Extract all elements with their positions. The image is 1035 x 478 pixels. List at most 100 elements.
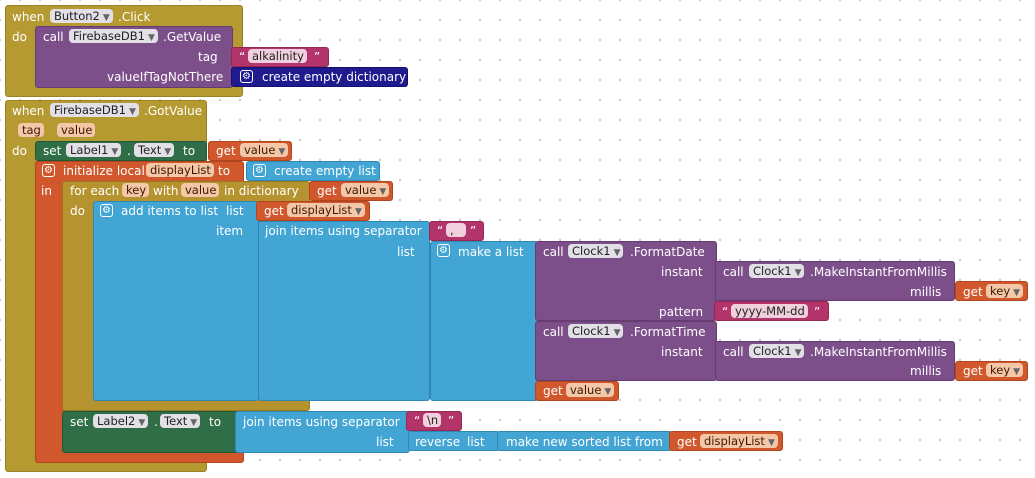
call-block-clock-formattime[interactable] <box>535 321 717 381</box>
set-label: set <box>43 144 62 158</box>
make-a-list-block[interactable] <box>430 241 538 401</box>
var-dropdown-value[interactable]: value ▼ <box>240 143 289 157</box>
chevron-down-icon: ▼ <box>613 328 621 338</box>
set-label: set <box>70 415 89 429</box>
event-param-value[interactable]: value <box>57 123 96 137</box>
quote-close: ” <box>814 305 821 319</box>
get-label: get <box>216 144 236 158</box>
var-dropdown-value[interactable]: value ▼ <box>341 183 390 197</box>
create-empty-list-label: create empty list <box>274 164 376 178</box>
property-dropdown-text[interactable]: Text ▼ <box>134 143 175 157</box>
chevron-down-icon: ▼ <box>190 418 198 428</box>
call-label: call <box>543 245 564 259</box>
component-dropdown-label1[interactable]: Label1 ▼ <box>66 143 122 157</box>
get-label: get <box>264 204 284 218</box>
component-dropdown-firebasedb1[interactable]: FirebaseDB1 ▼ <box>69 29 158 43</box>
add-items-label: add items to list <box>121 204 219 218</box>
component-dropdown-clock1[interactable]: Clock1 ▼ <box>568 324 624 338</box>
list-socket-label: list <box>467 435 485 449</box>
chevron-down-icon: ▼ <box>148 33 155 43</box>
component-dropdown-clock1[interactable]: Clock1 ▼ <box>749 264 805 278</box>
call-label: call <box>723 345 744 359</box>
chevron-down-icon: ▼ <box>278 147 286 157</box>
chevron-down-icon: ▼ <box>379 187 387 197</box>
make-a-list-label: make a list <box>458 245 524 259</box>
chevron-down-icon: ▼ <box>794 268 802 278</box>
text-value-newline[interactable]: \n <box>423 413 442 427</box>
gear-icon[interactable]: ⚙ <box>100 204 113 217</box>
local-var-name-displaylist[interactable]: displayList <box>146 163 214 177</box>
method-name: .MakeInstantFromMillis <box>810 345 947 359</box>
chevron-down-icon: ▼ <box>604 387 612 397</box>
method-name: .FormatTime <box>630 325 706 339</box>
join-items-label: join items using separator <box>265 224 422 238</box>
when-label: when <box>12 10 45 24</box>
item-socket-label: item <box>216 224 244 238</box>
dot-label: . <box>154 415 158 429</box>
quote-close: ” <box>314 50 321 64</box>
make-sorted-list-label: make new sorted list from <box>506 435 663 449</box>
text-value-alkalinity[interactable]: alkalinity <box>248 49 307 63</box>
initialize-local-label: initialize local <box>63 164 145 178</box>
do-label: do <box>70 204 85 218</box>
create-empty-dictionary-label: create empty dictionary <box>262 70 407 84</box>
component-dropdown-clock1[interactable]: Clock1 ▼ <box>749 344 805 358</box>
component-dropdown-firebasedb1[interactable]: FirebaseDB1 ▼ <box>50 103 139 117</box>
chevron-down-icon: ▼ <box>613 248 621 258</box>
set-block-label2-text[interactable] <box>62 411 240 453</box>
component-dropdown-button2[interactable]: Button2 ▼ <box>50 9 113 23</box>
for-each-label: for each <box>70 184 120 198</box>
component-dropdown-label2[interactable]: Label2 ▼ <box>93 414 149 428</box>
get-label: get <box>543 384 563 398</box>
event-name: .GotValue <box>144 104 203 118</box>
loop-var-key[interactable]: key <box>122 183 150 197</box>
gear-icon[interactable]: ⚙ <box>253 164 266 177</box>
method-name: .GetValue <box>163 30 222 44</box>
list-socket-label: list <box>376 435 394 449</box>
event-param-tag[interactable]: tag <box>18 123 44 137</box>
quote-open: “ <box>239 50 246 64</box>
create-empty-list-block[interactable] <box>246 161 380 181</box>
dot-label: . <box>127 144 131 158</box>
text-value-comma[interactable]: , <box>446 223 466 237</box>
component-dropdown-clock1[interactable]: Clock1 ▼ <box>568 244 624 258</box>
quote-open: “ <box>722 305 729 319</box>
do-label: do <box>12 144 27 158</box>
with-label: with <box>153 184 179 198</box>
default-socket-label: valueIfTagNotThere <box>107 70 224 84</box>
property-dropdown-text[interactable]: Text ▼ <box>160 414 201 428</box>
var-dropdown-key[interactable]: key ▼ <box>986 363 1024 377</box>
chevron-down-icon: ▼ <box>1013 288 1021 298</box>
to-label: to <box>209 415 222 429</box>
reverse-label: reverse <box>415 435 461 449</box>
instant-socket-label: instant <box>661 345 703 359</box>
var-dropdown-displaylist[interactable]: displayList ▼ <box>700 434 778 448</box>
chevron-down-icon: ▼ <box>102 13 110 23</box>
create-empty-dictionary-block[interactable] <box>231 67 408 87</box>
event-name: .Click <box>118 10 151 24</box>
quote-open: “ <box>414 414 421 428</box>
add-items-to-list-block[interactable] <box>93 201 259 401</box>
call-label: call <box>43 30 64 44</box>
join-items-block[interactable] <box>258 221 430 401</box>
when-label: when <box>12 104 45 118</box>
instant-socket-label: instant <box>661 265 703 279</box>
quote-close: ” <box>470 224 477 238</box>
gear-icon[interactable]: ⚙ <box>42 164 55 177</box>
quote-close: ” <box>448 414 455 428</box>
chevron-down-icon: ▼ <box>794 348 802 358</box>
join-items-block[interactable] <box>235 411 410 453</box>
gear-icon[interactable]: ⚙ <box>240 70 253 83</box>
method-name: .FormatDate <box>630 245 705 259</box>
text-value-date-pattern[interactable]: yyyy-MM-dd <box>731 304 808 318</box>
call-block-clock-formatdate[interactable] <box>535 241 717 321</box>
gear-icon[interactable]: ⚙ <box>437 244 450 257</box>
var-dropdown-key[interactable]: key ▼ <box>986 284 1024 298</box>
millis-socket-label: millis <box>910 285 942 299</box>
get-label: get <box>317 184 337 198</box>
loop-var-value[interactable]: value <box>181 183 220 197</box>
get-label: get <box>677 435 697 449</box>
var-dropdown-value[interactable]: value ▼ <box>566 383 615 397</box>
var-dropdown-displaylist[interactable]: displayList ▼ <box>287 203 365 217</box>
tag-socket-label: tag <box>198 50 218 64</box>
